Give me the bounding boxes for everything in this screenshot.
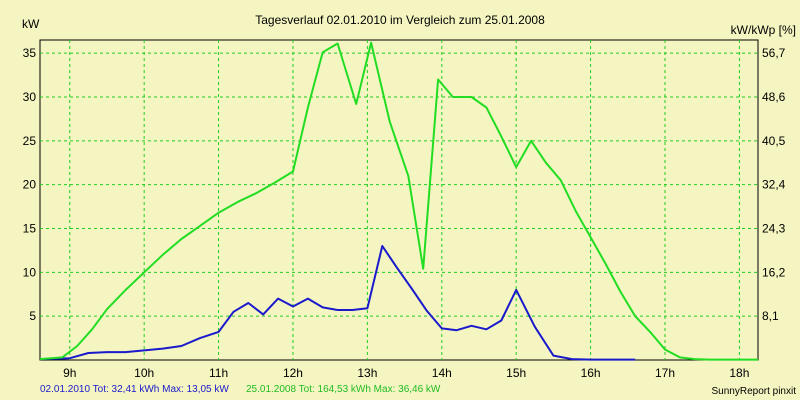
footer-credit: SunnyReport pinxit bbox=[712, 386, 797, 397]
x-tick-label: 18h bbox=[729, 366, 749, 380]
x-tick-label: 11h bbox=[209, 366, 228, 380]
tick-labels: 9h 10h 11h 12h 13h 14h 15h 16h 17h 18h 5 8,1 10 16,2 1… bbox=[23, 46, 786, 380]
y-tick-label-right: 24,3 bbox=[762, 221, 786, 235]
footer-series2-summary: 25.01.2008 Tot: 164,53 kWh Max: 36,46 kW bbox=[246, 384, 441, 395]
x-tick-label: 16h bbox=[581, 366, 601, 380]
y-tick-label-left: 10 bbox=[23, 265, 37, 279]
x-tick-label: 10h bbox=[134, 366, 154, 380]
y-tick-label-left: 35 bbox=[23, 46, 37, 60]
y-tick-label-right: 56,7 bbox=[762, 46, 786, 60]
series-line-25-01-2008 bbox=[39, 41, 758, 361]
y-tick-label-left: 15 bbox=[23, 221, 37, 235]
footer-series1-summary: 02.01.2010 Tot: 32,41 kWh Max: 13,05 kW bbox=[40, 384, 229, 395]
y-axis-label-left: kW bbox=[22, 17, 40, 31]
x-tick-label: 12h bbox=[283, 366, 303, 380]
plot-area bbox=[39, 39, 759, 361]
y-tick-label-left: 20 bbox=[23, 178, 37, 192]
y-tick-label-right: 48,6 bbox=[762, 90, 786, 104]
y-axis-label-right: kW/kWp [%] bbox=[731, 23, 796, 37]
y-tick-label-right: 16,2 bbox=[762, 265, 786, 279]
x-tick-label: 9h bbox=[63, 366, 76, 380]
x-tick-label: 13h bbox=[357, 366, 377, 380]
x-tick-label: 15h bbox=[506, 366, 526, 380]
x-tick-label: 17h bbox=[655, 366, 675, 380]
y-tick-label-right: 40,5 bbox=[762, 134, 786, 148]
y-tick-label-right: 8,1 bbox=[762, 309, 779, 323]
y-tick-label-right: 32,4 bbox=[762, 178, 786, 192]
series-lines bbox=[39, 41, 758, 361]
y-tick-label-left: 25 bbox=[23, 134, 37, 148]
y-tick-label-left: 5 bbox=[29, 309, 36, 323]
y-tick-label-left: 30 bbox=[23, 90, 37, 104]
x-tick-label: 14h bbox=[432, 366, 452, 380]
chart-title: Tagesverlauf 02.01.2010 im Vergleich zum… bbox=[255, 13, 545, 27]
series-line-02-01-2010 bbox=[39, 245, 636, 361]
